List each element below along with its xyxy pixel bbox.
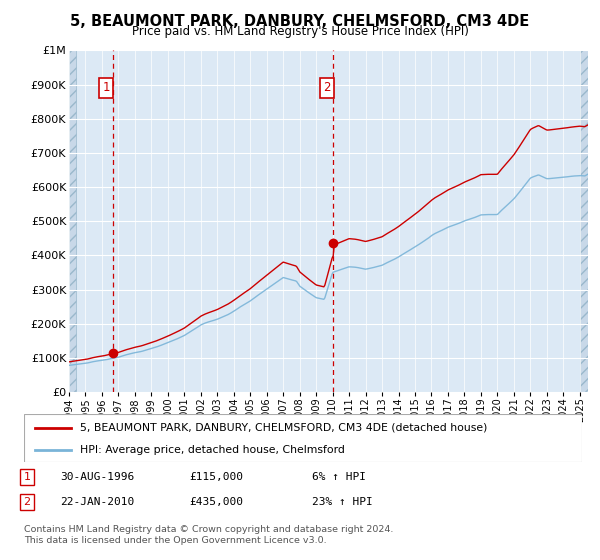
Text: £435,000: £435,000 (189, 497, 243, 507)
Text: 1: 1 (23, 472, 31, 482)
Bar (580, 50, 588, 392)
Text: 5, BEAUMONT PARK, DANBURY, CHELMSFORD, CM3 4DE (detached house): 5, BEAUMONT PARK, DANBURY, CHELMSFORD, C… (80, 423, 487, 433)
Text: 23% ↑ HPI: 23% ↑ HPI (312, 497, 373, 507)
Text: Price paid vs. HM Land Registry's House Price Index (HPI): Price paid vs. HM Land Registry's House … (131, 25, 469, 38)
Text: 1: 1 (103, 81, 110, 95)
Text: 2: 2 (23, 497, 31, 507)
Text: 2: 2 (323, 81, 331, 95)
FancyBboxPatch shape (24, 414, 582, 462)
Text: 6% ↑ HPI: 6% ↑ HPI (312, 472, 366, 482)
Text: Contains HM Land Registry data © Crown copyright and database right 2024.
This d: Contains HM Land Registry data © Crown c… (24, 525, 394, 545)
Bar (69, 50, 76, 392)
Text: HPI: Average price, detached house, Chelmsford: HPI: Average price, detached house, Chel… (80, 445, 344, 455)
Text: 30-AUG-1996: 30-AUG-1996 (60, 472, 134, 482)
Text: 5, BEAUMONT PARK, DANBURY, CHELMSFORD, CM3 4DE: 5, BEAUMONT PARK, DANBURY, CHELMSFORD, C… (70, 14, 530, 29)
Text: £115,000: £115,000 (189, 472, 243, 482)
Text: 22-JAN-2010: 22-JAN-2010 (60, 497, 134, 507)
